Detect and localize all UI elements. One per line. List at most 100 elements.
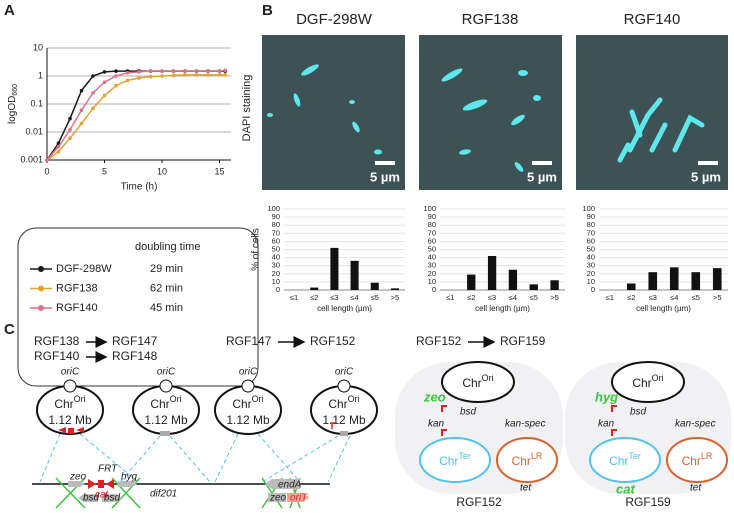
legend-marker <box>38 305 44 311</box>
gene-label: endA <box>278 480 302 491</box>
chromosome-label: ChrOri <box>150 394 181 411</box>
scale-bar-label: 5 µm <box>691 169 721 184</box>
x-tick-label: ≤1 <box>446 293 454 302</box>
x-tick-label: 15 <box>214 166 224 176</box>
doubling-time: 45 min <box>150 302 183 314</box>
chr: Chr <box>512 454 531 468</box>
x-tick-label: ≤5 <box>692 293 700 302</box>
origin-label: oriC <box>335 367 354 378</box>
marker-label: cat <box>616 481 635 496</box>
y-tick-label: 70 <box>587 228 595 237</box>
y-tick-label: 50 <box>587 244 595 253</box>
point <box>102 80 107 85</box>
bar <box>691 272 701 290</box>
strain-name: RGF152 <box>456 495 502 509</box>
point <box>217 69 222 73</box>
x-tick-label: ≤3 <box>488 293 496 302</box>
point <box>217 73 222 77</box>
chromosome: oriC ChrOri 1.12 Mb <box>310 367 378 436</box>
marker-label: kan-spec <box>505 419 546 430</box>
point <box>68 127 72 132</box>
origin-label: oriC <box>157 367 176 378</box>
chr: Chr <box>54 397 73 411</box>
gene-label: cat <box>95 490 110 501</box>
chromosome-label: ChrOri <box>462 373 493 390</box>
legend-marker <box>38 285 44 292</box>
chromosome-label: ChrLR <box>512 451 543 468</box>
chr-sup: LR <box>531 451 543 461</box>
y-tick-label: 0.001 <box>20 154 43 164</box>
marker-label: tet <box>690 483 702 494</box>
y-tick-label: 10 <box>428 277 436 286</box>
x-tick-label: >5 <box>550 293 559 302</box>
strain-diagram: ChrOri zeo bsd kan kan-spec ChrTer ChrLR… <box>395 361 563 509</box>
bar <box>648 272 658 290</box>
x-axis-label: cell length (µm) <box>475 304 530 313</box>
line <box>46 74 226 161</box>
x-tick-label: ≤4 <box>509 293 517 302</box>
y-tick-label: 80 <box>272 220 280 229</box>
y-tick-label: 100 <box>582 204 595 213</box>
legend-marker <box>38 266 44 272</box>
origin-label: oriC <box>239 367 258 378</box>
chr-sup: Ori <box>348 394 360 404</box>
legend-label: RGF140 <box>56 302 98 314</box>
strain-label: RGF140 <box>34 349 80 363</box>
point <box>160 74 164 78</box>
y-tick-label: 40 <box>428 253 436 262</box>
x-tick-label: 0 <box>44 166 49 176</box>
gene-label: hyg <box>121 472 138 483</box>
image-title: RGF138 <box>462 11 519 28</box>
marker-label: kan <box>598 419 615 430</box>
chromosome: oriC ChrOri 1.12 Mb <box>214 367 282 435</box>
point <box>171 73 176 78</box>
y-tick-label: 90 <box>272 212 280 221</box>
strain-label: RGF147 <box>112 334 158 348</box>
doubling-time: 29 min <box>150 263 183 275</box>
marker-label: tet <box>520 483 532 494</box>
point <box>125 71 130 75</box>
origin-label: oriC <box>61 367 80 378</box>
chromosome-label: ChrOri <box>632 373 663 390</box>
size-label: 1.12 Mb <box>226 413 270 427</box>
chr: Chr <box>328 397 347 411</box>
bar <box>529 284 538 290</box>
point <box>125 78 130 83</box>
y-tick-label: 20 <box>428 269 436 278</box>
strain-label: RGF152 <box>416 334 462 348</box>
x-tick-label: 10 <box>157 166 167 176</box>
point <box>194 73 199 77</box>
image-title: DGF-298W <box>296 11 373 28</box>
chromosome-label: ChrOri <box>232 394 263 411</box>
micrograph: 5 µm <box>262 35 405 190</box>
point <box>102 93 107 98</box>
chromosome-label: ChrLR <box>682 451 713 468</box>
y-axis-label-subscript: 660 <box>12 84 19 96</box>
chr-sup: Ter <box>458 451 471 461</box>
point <box>79 108 84 113</box>
x-tick-label: ≤1 <box>606 293 614 302</box>
point <box>171 69 176 73</box>
chromosome-label: ChrTer <box>439 451 471 468</box>
y-axis-label-text: logOD <box>7 96 18 124</box>
point <box>160 69 164 73</box>
bar <box>669 267 679 290</box>
y-tick-label: 60 <box>428 236 436 245</box>
point <box>68 136 72 141</box>
legend-header: doubling time <box>135 241 200 253</box>
strain-label: RGF147 <box>226 334 272 348</box>
marker-label: kan <box>428 419 445 430</box>
bar <box>487 255 497 290</box>
y-tick-label: 1 <box>38 70 43 80</box>
y-tick-label: 10 <box>33 42 43 52</box>
doubling-time: 62 min <box>150 282 183 294</box>
chromosome-label: ChrOri <box>328 394 359 411</box>
point <box>148 69 153 73</box>
x-tick-label: ≤3 <box>330 293 338 302</box>
point <box>194 69 199 73</box>
scale-bar-label: 5 µm <box>527 169 557 184</box>
y-tick-label: 80 <box>428 220 436 229</box>
gene-label: zeo <box>69 472 87 483</box>
y-tick-label: 100 <box>423 204 436 213</box>
strain-label: RGF148 <box>112 349 158 363</box>
